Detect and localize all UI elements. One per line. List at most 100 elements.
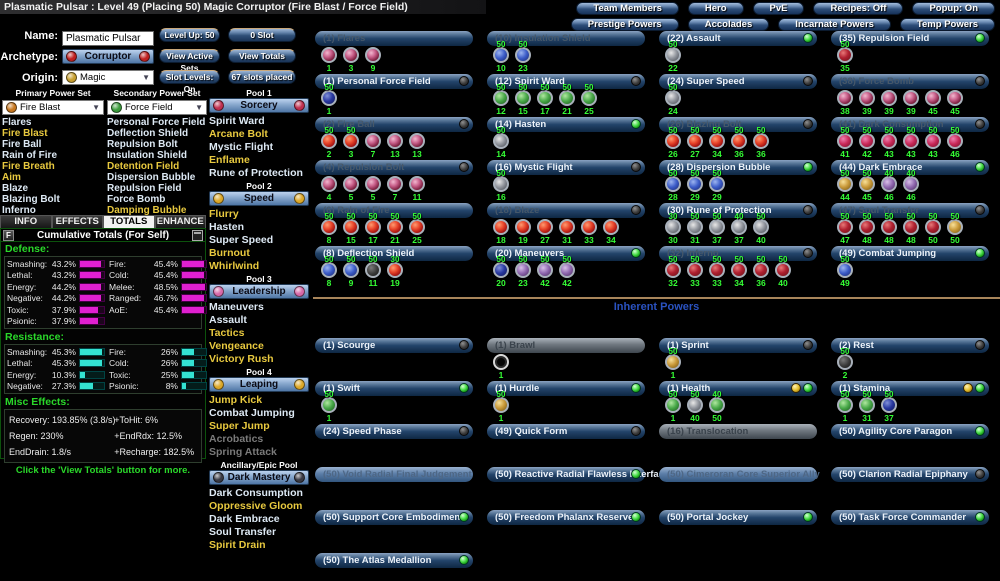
- power-list-item[interactable]: Dispersion Bubble: [107, 172, 196, 183]
- power-list-item[interactable]: Jump Kick: [209, 394, 263, 406]
- top-button-accolades[interactable]: Accolades: [687, 18, 770, 31]
- enhancement-slot[interactable]: 50 25: [579, 84, 599, 115]
- enhancement-icon[interactable]: [665, 176, 681, 192]
- enhancement-slot[interactable]: 50 25: [407, 213, 427, 244]
- enhancement-slot[interactable]: 50 15: [341, 213, 361, 244]
- enhancement-icon[interactable]: [343, 219, 359, 235]
- power-bar-12-spirit-ward[interactable]: (12) Spirit Ward: [487, 74, 645, 89]
- view-totals-button[interactable]: View Totals: [228, 49, 296, 63]
- power-bar-1-personal-force-field[interactable]: (1) Personal Force Field: [315, 74, 473, 89]
- enhancement-icon[interactable]: [947, 133, 963, 149]
- enhancement-icon[interactable]: [493, 176, 509, 192]
- enhancement-icon[interactable]: [365, 262, 381, 278]
- view-active-sets-button[interactable]: View Active Sets: [159, 49, 220, 73]
- power-list-item[interactable]: Deflection Shield: [107, 128, 189, 139]
- tab-info[interactable]: INFO: [0, 215, 52, 228]
- power-list-item[interactable]: Hasten: [209, 221, 245, 233]
- power-bar-1-brawl[interactable]: (1) Brawl: [487, 338, 645, 353]
- enhancement-slot[interactable]: 50 31: [857, 391, 877, 422]
- enhancement-icon[interactable]: [343, 133, 359, 149]
- power-bar-20-maneuvers[interactable]: (20) Maneuvers: [487, 246, 645, 261]
- power-bar-50-void-radial-final-judgement[interactable]: (50) Void Radial Final Judgement: [315, 467, 473, 482]
- power-list-item[interactable]: Damping Bubble: [107, 205, 187, 216]
- enhancement-slot[interactable]: 50 36: [751, 127, 771, 158]
- enhancement-slot[interactable]: 50 1: [319, 391, 339, 422]
- enhancement-slot[interactable]: 50 31: [685, 213, 705, 244]
- power-list-item[interactable]: Dark Embrace: [209, 513, 280, 525]
- enhancement-icon[interactable]: [537, 90, 553, 106]
- enhancement-slot[interactable]: 50 1: [835, 391, 855, 422]
- primary-powerset-select[interactable]: Fire Blast ▼: [2, 100, 104, 115]
- power-bar-50-freedom-phalanx-reserve[interactable]: (50) Freedom Phalanx Reserve: [487, 510, 645, 525]
- enhancement-icon[interactable]: [753, 133, 769, 149]
- enhancement-slot[interactable]: 50 40: [685, 391, 705, 422]
- enhancement-slot[interactable]: 50 27: [685, 127, 705, 158]
- enhancement-slot[interactable]: 40 46: [901, 170, 921, 201]
- toggle-led-yellow-icon[interactable]: [791, 383, 801, 393]
- enhancement-slot[interactable]: 50 8: [319, 256, 339, 287]
- enhancement-icon[interactable]: [321, 133, 337, 149]
- power-bar-50-support-core-embodiment[interactable]: (50) Support Core Embodiment: [315, 510, 473, 525]
- enhancement-slot[interactable]: 5: [363, 176, 383, 201]
- enhancement-icon[interactable]: [837, 262, 853, 278]
- enhancement-icon[interactable]: [493, 90, 509, 106]
- power-bar-35-repulsion-field[interactable]: (35) Repulsion Field: [831, 31, 989, 46]
- enhancement-icon[interactable]: [409, 176, 425, 192]
- toggle-led-green-icon[interactable]: [631, 469, 641, 479]
- enhancement-icon[interactable]: [493, 354, 509, 370]
- toggle-led-green-icon[interactable]: [459, 555, 469, 565]
- power-bar-1-swift[interactable]: (1) Swift: [315, 381, 473, 396]
- enhancement-icon[interactable]: [925, 219, 941, 235]
- enhancement-icon[interactable]: [709, 133, 725, 149]
- enhancement-slot[interactable]: 50 8: [319, 213, 339, 244]
- toggle-led-green-icon[interactable]: [459, 383, 469, 393]
- enhancement-slot[interactable]: 50 37: [879, 391, 899, 422]
- enhancement-slot[interactable]: 11: [407, 176, 427, 201]
- power-list-item[interactable]: Flurry: [209, 208, 239, 220]
- enhancement-slot[interactable]: 50 16: [491, 170, 511, 201]
- enhancement-slot[interactable]: 30 19: [385, 256, 405, 287]
- enhancement-slot[interactable]: 50 43: [901, 127, 921, 158]
- power-list-item[interactable]: Tactics: [209, 327, 245, 339]
- toggle-led-green-icon[interactable]: [631, 383, 641, 393]
- enhancement-slot[interactable]: 50 10: [491, 41, 511, 72]
- power-bar-6-rain-of-fire[interactable]: (6) Rain of Fire: [315, 203, 473, 218]
- enhancement-icon[interactable]: [515, 90, 531, 106]
- enhancement-slot[interactable]: 50 50: [945, 213, 965, 244]
- enhancement-icon[interactable]: [493, 397, 509, 413]
- power-list-item[interactable]: Spirit Ward: [209, 115, 265, 127]
- enhancement-slot[interactable]: 50 2: [835, 348, 855, 379]
- enhancement-icon[interactable]: [559, 219, 575, 235]
- power-bar-16-mystic-flight[interactable]: (16) Mystic Flight: [487, 160, 645, 175]
- power-bar-16-translocation[interactable]: (16) Translocation: [659, 424, 817, 439]
- toggle-led-green-icon[interactable]: [975, 162, 985, 172]
- enhancement-slot[interactable]: 1: [319, 47, 339, 72]
- enhancement-slot[interactable]: 50 33: [685, 256, 705, 287]
- enhancement-slot[interactable]: 50 9: [341, 256, 361, 287]
- power-list-item[interactable]: Dark Consumption: [209, 487, 303, 499]
- power-bar-32-inferno[interactable]: (32) Inferno: [659, 246, 817, 261]
- enhancement-icon[interactable]: [903, 133, 919, 149]
- enhancement-icon[interactable]: [881, 397, 897, 413]
- power-bar-50-agility-core-paragon[interactable]: (50) Agility Core Paragon: [831, 424, 989, 439]
- enhancement-slot[interactable]: 50 40: [751, 213, 771, 244]
- float-button[interactable]: F: [3, 229, 14, 241]
- enhancement-slot[interactable]: 50 2: [319, 127, 339, 158]
- enhancement-icon[interactable]: [837, 354, 853, 370]
- pool-select-dark-mastery[interactable]: Dark Mastery: [209, 470, 309, 485]
- enhancement-icon[interactable]: [709, 397, 725, 413]
- power-bar-22-assault[interactable]: (22) Assault: [659, 31, 817, 46]
- enhancement-icon[interactable]: [903, 219, 919, 235]
- enhancement-slot[interactable]: 3: [341, 47, 361, 72]
- toggle-led-green-icon[interactable]: [803, 162, 813, 172]
- enhancement-icon[interactable]: [925, 133, 941, 149]
- enhancement-icon[interactable]: [321, 176, 337, 192]
- power-bar-28-dispersion-bubble[interactable]: (28) Dispersion Bubble: [659, 160, 817, 175]
- toggle-led-green-icon[interactable]: [975, 383, 985, 393]
- enhancement-icon[interactable]: [837, 133, 853, 149]
- enhancement-icon[interactable]: [753, 262, 769, 278]
- power-list-item[interactable]: Oppressive Gloom: [209, 500, 303, 512]
- power-list-item[interactable]: Rune of Protection: [209, 167, 303, 179]
- power-list-item[interactable]: Aim: [2, 172, 21, 183]
- toggle-led-dark-icon[interactable]: [975, 119, 985, 129]
